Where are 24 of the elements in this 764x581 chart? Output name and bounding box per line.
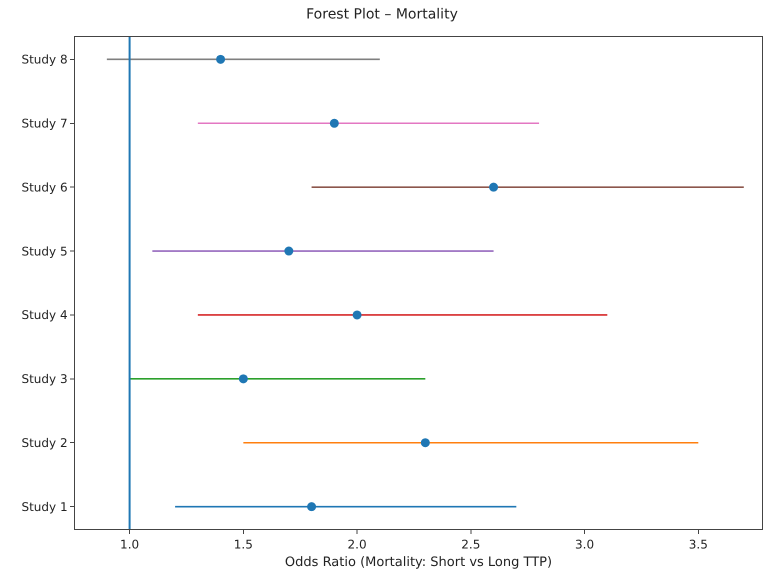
x-tick-label: 2.5 [461,537,480,552]
y-tick-label: Study 7 [21,116,68,130]
x-tick-label: 3.0 [575,537,594,552]
point [238,374,248,384]
y-tick-label: Study 6 [21,180,68,194]
y-tick-label: Study 3 [21,372,68,386]
point [489,182,498,192]
x-tick-label: 2.0 [348,537,367,552]
point [307,502,316,512]
y-tick-label: Study 1 [21,500,68,514]
point [216,54,226,64]
x-axis-title: Odds Ratio (Mortality: Short vs Long TTP) [284,555,552,570]
point [284,246,294,256]
y-tick-label: Study 2 [21,436,68,450]
point [330,118,339,128]
x-tick-label: 3.5 [688,537,708,552]
y-tick-label: Study 5 [21,244,68,258]
x-tick-label: 1.0 [120,537,140,552]
point [420,438,430,448]
y-tick-label: Study 4 [21,308,68,322]
y-tick-label: Study 8 [21,52,68,67]
chart-title: Forest Plot – Mortality [306,6,458,23]
point [352,310,362,320]
x-tick-label: 1.5 [234,537,253,552]
